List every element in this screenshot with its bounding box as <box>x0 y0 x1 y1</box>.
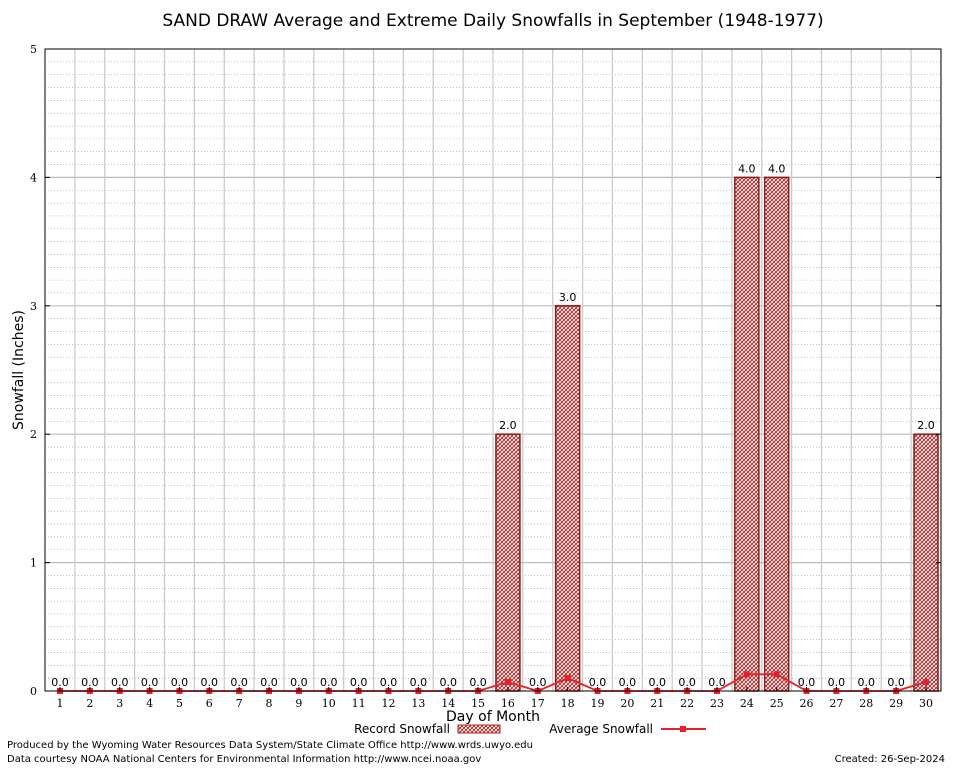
average-point-day-16 <box>504 679 511 686</box>
x-tick-label-28: 28 <box>859 697 873 710</box>
data-label-day-29: 0.0 <box>887 676 905 689</box>
data-label-day-3: 0.0 <box>111 676 129 689</box>
data-label-day-28: 0.0 <box>858 676 876 689</box>
x-tick-label-5: 5 <box>176 697 183 710</box>
data-labels: 0.0 0.0 0.0 0.0 0.0 0.0 0.0 0.0 0.0 0.0 0.0 0.0 0.0 0… <box>51 162 935 689</box>
data-label-day-9: 0.0 <box>290 676 308 689</box>
average-point-day-18 <box>564 675 571 682</box>
legend: Record Snowfall Average Snowfall <box>354 722 706 736</box>
y-tick-label: 2 <box>30 428 37 441</box>
legend-average-label: Average Snowfall <box>549 722 653 736</box>
bar-day-25 <box>763 176 790 692</box>
average-point-day-30 <box>923 679 929 686</box>
x-tick-label-9: 9 <box>295 697 302 710</box>
legend-record-label: Record Snowfall <box>354 722 450 736</box>
x-tick-label-21: 21 <box>650 697 664 710</box>
x-tick-label-3: 3 <box>116 697 123 710</box>
data-label-day-21: 0.0 <box>648 676 666 689</box>
y-axis-label: Snowfall (Inches) <box>11 310 27 430</box>
data-label-day-15: 0.0 <box>469 676 487 689</box>
data-label-day-16: 2.0 <box>499 419 517 432</box>
data-label-day-13: 0.0 <box>410 676 428 689</box>
x-tick-label-6: 6 <box>206 697 213 710</box>
x-tick-label-17: 17 <box>531 697 545 710</box>
data-label-day-6: 0.0 <box>201 676 219 689</box>
data-label-day-25: 4.0 <box>768 162 786 175</box>
x-tick-label-11: 11 <box>352 697 366 710</box>
x-tick-label-18: 18 <box>561 697 575 710</box>
x-tick-label-22: 22 <box>680 697 694 710</box>
legend-record-swatch <box>457 724 501 734</box>
data-label-day-12: 0.0 <box>380 676 398 689</box>
footer-created: Created: 26-Sep-2024 <box>835 754 945 765</box>
x-tick-label-8: 8 <box>266 697 273 710</box>
x-tick-label-27: 27 <box>829 697 843 710</box>
data-label-day-30: 2.0 <box>917 419 935 432</box>
x-tick-label-13: 13 <box>411 697 425 710</box>
y-tick-label: 1 <box>30 557 37 570</box>
data-label-day-27: 0.0 <box>828 676 846 689</box>
x-tick-label-26: 26 <box>800 697 814 710</box>
data-label-day-11: 0.0 <box>350 676 368 689</box>
x-tick-label-16: 16 <box>501 697 515 710</box>
x-tick-label-15: 15 <box>471 697 485 710</box>
average-point-day-25 <box>773 671 780 678</box>
x-tick-label-4: 4 <box>146 697 153 710</box>
x-tick-label-7: 7 <box>236 697 243 710</box>
legend-average-marker <box>680 726 686 732</box>
x-tick-label-20: 20 <box>620 697 634 710</box>
data-label-day-7: 0.0 <box>230 676 248 689</box>
data-label-day-2: 0.0 <box>81 676 99 689</box>
data-label-day-19: 0.0 <box>589 676 607 689</box>
x-tick-label-23: 23 <box>710 697 724 710</box>
data-label-day-4: 0.0 <box>141 676 159 689</box>
y-tick-label: 3 <box>30 300 37 313</box>
data-label-day-18: 3.0 <box>559 291 577 304</box>
chart-title: SAND DRAW Average and Extreme Daily Snow… <box>162 11 823 31</box>
bar-day-16 <box>495 433 521 692</box>
data-label-day-24: 4.0 <box>738 162 756 175</box>
data-label-day-26: 0.0 <box>798 676 816 689</box>
data-label-day-17: 0.0 <box>529 676 547 689</box>
data-label-day-20: 0.0 <box>619 676 637 689</box>
plot-frame <box>44 48 942 692</box>
y-tick-label: 5 <box>30 43 37 56</box>
data-label-day-1: 0.0 <box>51 676 69 689</box>
x-tick-label-19: 19 <box>591 697 605 710</box>
bars <box>495 176 939 692</box>
data-label-day-23: 0.0 <box>708 676 726 689</box>
data-label-day-10: 0.0 <box>320 676 338 689</box>
bar-day-30 <box>913 433 939 692</box>
y-tick-label: 4 <box>30 171 37 184</box>
bar-day-18 <box>554 305 581 692</box>
data-label-day-5: 0.0 <box>171 676 189 689</box>
footer-data-courtesy: Data courtesy NOAA National Centers for … <box>7 754 481 765</box>
bar-day-24 <box>734 176 760 692</box>
x-axis-label: Day of Month <box>446 709 540 725</box>
data-label-day-14: 0.0 <box>439 676 457 689</box>
average-point-day-24 <box>743 671 750 678</box>
x-tick-label-29: 29 <box>889 697 903 710</box>
x-tick-label-10: 10 <box>322 697 336 710</box>
data-label-day-22: 0.0 <box>678 676 696 689</box>
grid-lines <box>45 49 942 691</box>
x-tick-label-12: 12 <box>381 697 395 710</box>
x-tick-label-2: 2 <box>86 697 93 710</box>
x-tick-label-30: 30 <box>919 697 933 710</box>
x-tick-label-1: 1 <box>57 697 64 710</box>
footer-produced-by: Produced by the Wyoming Water Resources … <box>7 740 533 751</box>
y-tick-label: 0 <box>30 685 37 698</box>
x-tick-label-24: 24 <box>740 697 754 710</box>
x-tick-label-14: 14 <box>441 697 455 710</box>
data-label-day-8: 0.0 <box>260 676 278 689</box>
x-tick-label-25: 25 <box>770 697 784 710</box>
